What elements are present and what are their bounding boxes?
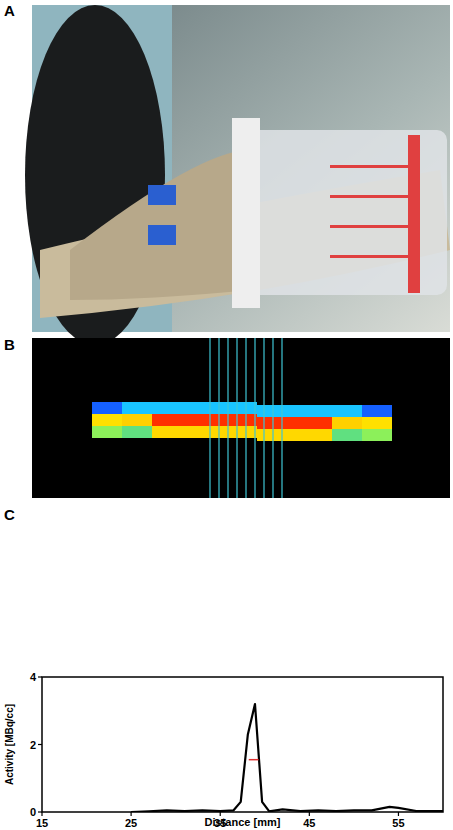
image-pixel xyxy=(182,414,197,426)
image-pixel xyxy=(302,429,317,441)
background xyxy=(0,0,453,830)
image-pixel xyxy=(362,429,377,441)
y-tick-label: 4 xyxy=(30,671,37,683)
x-tick-label: 25 xyxy=(125,817,137,829)
x-tick xyxy=(309,812,310,816)
image-pixel xyxy=(137,426,152,438)
image-pixel xyxy=(107,414,122,426)
profile-line xyxy=(263,338,264,498)
panel-label: B xyxy=(4,336,15,353)
image-pixel xyxy=(287,417,302,429)
figure: ABC1525354555024Distance [mm]Activity [M… xyxy=(0,0,453,830)
image-pixel xyxy=(92,426,107,438)
half-max-line xyxy=(249,759,259,761)
photo xyxy=(25,5,450,345)
profile-line xyxy=(218,338,219,498)
connector xyxy=(148,185,176,205)
y-tick xyxy=(38,811,42,812)
image-pixel xyxy=(107,426,122,438)
tape xyxy=(232,118,260,308)
x-tick-label: 55 xyxy=(392,817,404,829)
image-pixel xyxy=(302,405,317,417)
image-pixel xyxy=(122,426,137,438)
image-pixel xyxy=(287,429,302,441)
profile-line xyxy=(254,338,255,498)
red-line xyxy=(330,165,408,168)
phantom-cylinder xyxy=(232,130,447,295)
image-pixel xyxy=(167,426,182,438)
red-rod xyxy=(408,135,420,293)
image-pixel xyxy=(317,405,332,417)
profile-line xyxy=(272,338,273,498)
image-pixel xyxy=(272,417,287,429)
axes: 1525354555024 xyxy=(30,671,443,829)
y-tick-label: 0 xyxy=(30,806,36,818)
plot-frame xyxy=(42,677,443,812)
connector xyxy=(148,225,176,245)
image-pixel xyxy=(122,402,137,414)
profile-line xyxy=(281,338,282,498)
image-pixel xyxy=(347,405,362,417)
image-pixel xyxy=(362,405,377,417)
image-pixel xyxy=(182,426,197,438)
y-tick xyxy=(38,676,42,677)
image-ground xyxy=(32,338,450,498)
image-pixel xyxy=(92,402,107,414)
profile-line xyxy=(227,338,228,498)
image-pixel xyxy=(287,405,302,417)
image-pixel xyxy=(317,417,332,429)
panel-label: C xyxy=(4,506,15,523)
image-pixel xyxy=(377,405,392,417)
profile-line xyxy=(245,338,246,498)
phantom-wrap xyxy=(70,150,250,300)
profile-line xyxy=(209,338,210,498)
image-pixel xyxy=(302,417,317,429)
image-pixel xyxy=(377,417,392,429)
image-pixel xyxy=(272,429,287,441)
image-pixel xyxy=(167,414,182,426)
profile-line xyxy=(236,338,237,498)
image-pixel xyxy=(152,426,167,438)
image-pixel xyxy=(137,402,152,414)
image-pixel xyxy=(92,414,107,426)
image-pixel xyxy=(152,414,167,426)
image-pixel xyxy=(152,402,167,414)
image-pixel xyxy=(122,414,137,426)
x-axis-title: Distance [mm] xyxy=(205,816,281,828)
image-pixel xyxy=(377,429,392,441)
image-pixel xyxy=(227,414,242,426)
y-axis-title: Activity [MBq/cc] xyxy=(4,704,15,785)
red-line xyxy=(330,255,408,258)
image-pixel xyxy=(182,402,197,414)
x-tick xyxy=(131,812,132,816)
panel-label: A xyxy=(4,2,15,19)
image-pixel xyxy=(227,426,242,438)
image-pixel xyxy=(107,402,122,414)
image-pixel xyxy=(272,405,287,417)
image-panel xyxy=(32,338,450,498)
image-pixel xyxy=(347,417,362,429)
image-pixel xyxy=(332,405,347,417)
plot-area xyxy=(131,704,443,812)
image-pixel xyxy=(137,414,152,426)
image-pixel xyxy=(362,417,377,429)
image-pixel xyxy=(227,402,242,414)
x-tick xyxy=(398,812,399,816)
red-line xyxy=(330,195,408,198)
y-tick xyxy=(38,744,42,745)
image-pixel xyxy=(332,429,347,441)
x-tick-label: 15 xyxy=(36,817,48,829)
profile-curve xyxy=(131,704,443,812)
y-tick-label: 2 xyxy=(30,739,36,751)
image-pixel xyxy=(347,429,362,441)
red-line xyxy=(330,225,408,228)
image-pixel xyxy=(167,402,182,414)
x-tick-label: 45 xyxy=(303,817,315,829)
image-pixel xyxy=(332,417,347,429)
image-pixel xyxy=(317,429,332,441)
